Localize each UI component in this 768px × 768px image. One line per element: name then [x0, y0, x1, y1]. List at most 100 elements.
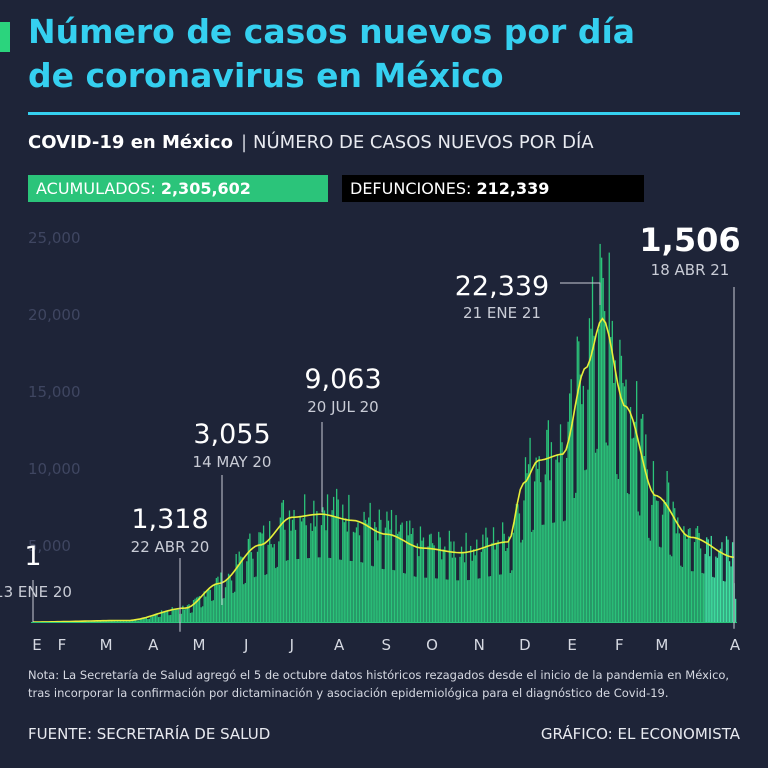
- daily-case-bar: [390, 509, 393, 622]
- daily-case-bar: [246, 561, 248, 622]
- x-month-label: A: [730, 636, 741, 654]
- daily-case-bar: [547, 420, 549, 622]
- graphic-credit: GRÁFICO: EL ECONOMISTA: [540, 725, 740, 743]
- daily-case-bar: [235, 554, 237, 622]
- daily-case-bar: [529, 437, 531, 622]
- daily-case-bar: [570, 379, 572, 622]
- daily-case-bar: [681, 566, 683, 622]
- source-credit: FUENTE: SECRETARÍA DE SALUD: [28, 725, 271, 743]
- daily-case-bar: [162, 612, 164, 622]
- daily-case-bar: [206, 591, 208, 622]
- daily-case-bar: [142, 618, 144, 622]
- daily-case-bar: [342, 504, 344, 622]
- daily-case-bar: [489, 576, 492, 622]
- daily-case-bar: [351, 560, 353, 622]
- daily-case-bar: [182, 605, 184, 622]
- daily-case-bar: [208, 589, 210, 622]
- daily-case-bar: [494, 549, 496, 622]
- daily-case-bar: [287, 560, 289, 622]
- daily-case-bar: [658, 546, 661, 622]
- daily-case-bar: [334, 516, 336, 622]
- daily-case-bar: [389, 529, 391, 622]
- title-divider: [28, 112, 740, 115]
- daily-case-bar: [684, 534, 687, 622]
- daily-case-bar: [710, 535, 712, 622]
- daily-case-bar: [456, 580, 458, 622]
- daily-case-bar: [349, 560, 352, 622]
- daily-case-bar: [567, 421, 569, 622]
- daily-case-bar: [346, 531, 348, 622]
- daily-case-bar: [725, 536, 728, 622]
- daily-case-bar: [715, 556, 717, 622]
- daily-case-bar: [148, 618, 151, 622]
- daily-case-bar: [530, 531, 533, 622]
- daily-case-bar: [643, 456, 645, 622]
- daily-case-bar: [340, 559, 342, 622]
- daily-case-bar: [690, 571, 693, 622]
- daily-case-bar: [430, 533, 432, 622]
- daily-case-bar: [425, 577, 428, 622]
- daily-case-bar: [409, 520, 411, 622]
- daily-case-bar: [524, 457, 527, 622]
- daily-case-bar: [447, 579, 449, 622]
- daily-case-bar: [243, 584, 245, 622]
- daily-case-bar: [462, 553, 464, 622]
- daily-case-bar: [431, 543, 434, 622]
- daily-case-bar: [237, 564, 239, 622]
- chart-subheader: COVID-19 en México | NÚMERO DE CASOS NUEVO…: [28, 132, 594, 153]
- x-month-label: E: [32, 636, 41, 654]
- daily-case-bar: [731, 542, 734, 622]
- daily-case-bar: [704, 553, 706, 622]
- annotation-date: 21 ENE 21: [463, 304, 541, 322]
- daily-case-bar: [642, 414, 644, 622]
- daily-case-bar: [240, 556, 242, 622]
- daily-case-bar: [317, 557, 320, 622]
- daily-case-bar: [608, 252, 610, 622]
- daily-case-bar: [471, 560, 473, 622]
- daily-case-bar: [601, 257, 603, 622]
- daily-case-bar: [393, 570, 396, 622]
- daily-case-bar: [244, 582, 246, 622]
- daily-case-bar: [640, 418, 642, 622]
- daily-case-bar: [301, 521, 303, 622]
- annotation-value: 1,506: [639, 225, 740, 259]
- daily-case-bar: [220, 572, 222, 622]
- daily-case-bar: [661, 514, 664, 622]
- annotation-value: 3,055: [193, 419, 270, 450]
- daily-case-bar: [218, 584, 221, 622]
- daily-case-bar: [476, 539, 478, 622]
- daily-case-bar: [305, 525, 307, 622]
- daily-case-bar: [308, 558, 310, 622]
- daily-case-bar: [450, 541, 452, 622]
- daily-case-bar: [637, 511, 639, 622]
- daily-case-bar: [153, 615, 155, 622]
- daily-case-bar: [154, 613, 157, 622]
- daily-case-bar: [613, 383, 615, 622]
- daily-case-bar: [371, 565, 373, 622]
- daily-case-bar: [323, 510, 326, 622]
- daily-case-bar: [675, 533, 677, 622]
- daily-case-bar: [364, 519, 367, 622]
- daily-case-bar: [497, 540, 499, 622]
- daily-case-bar: [188, 604, 190, 622]
- daily-case-bar: [401, 522, 403, 622]
- x-month-label: J: [289, 636, 294, 654]
- daily-case-bar: [412, 528, 414, 622]
- daily-case-bar: [674, 508, 676, 622]
- x-month-label: J: [243, 636, 248, 654]
- daily-case-bar: [555, 459, 557, 622]
- daily-case-bar: [168, 615, 170, 622]
- deaths-label: DEFUNCIONES:: [350, 179, 472, 198]
- daily-case-bar: [559, 424, 562, 622]
- daily-case-bar: [200, 607, 202, 622]
- daily-case-bar: [465, 532, 467, 622]
- daily-case-bar: [517, 504, 519, 622]
- daily-case-bar: [138, 620, 140, 622]
- daily-case-bar: [561, 442, 563, 622]
- daily-case-bar: [418, 556, 420, 622]
- daily-case-bar: [133, 620, 135, 622]
- daily-case-bar: [696, 526, 699, 622]
- daily-case-bar: [279, 517, 281, 622]
- daily-case-bar: [575, 492, 577, 622]
